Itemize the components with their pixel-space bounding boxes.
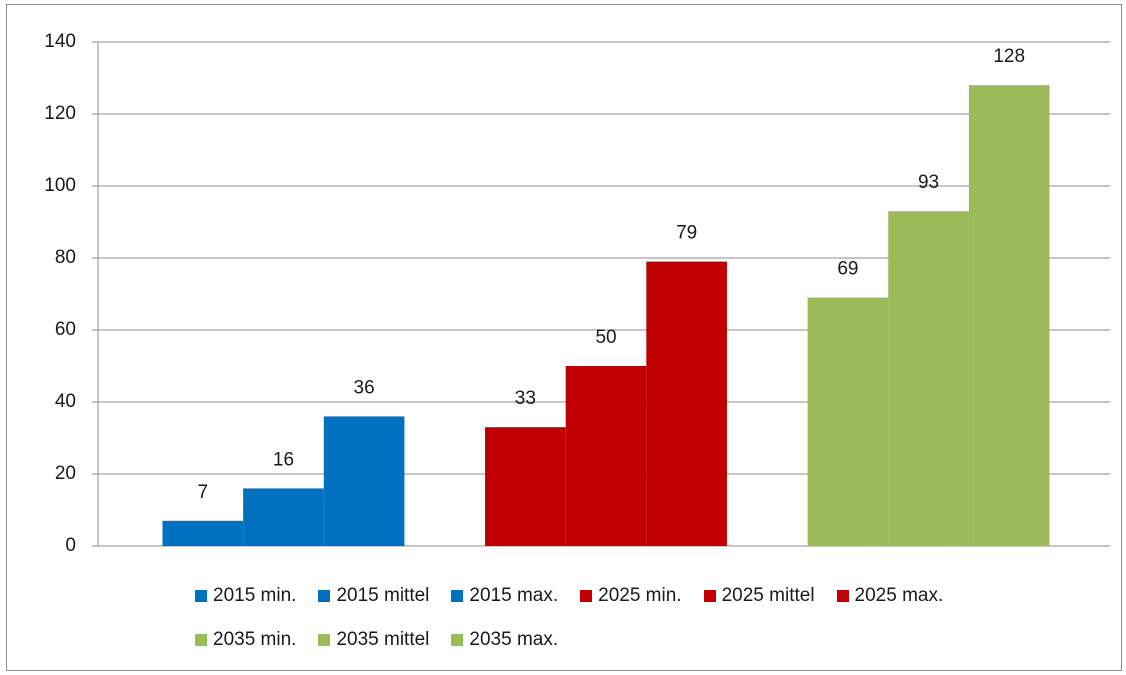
data-label: 50 bbox=[595, 327, 616, 348]
data-label: 33 bbox=[515, 388, 536, 409]
legend: 2015 min. 2015 mittel 2015 max. 2025 min. 20… bbox=[195, 585, 995, 651]
bar bbox=[888, 211, 969, 546]
legend-label: 2025 min. bbox=[598, 585, 682, 606]
y-tick-label: 120 bbox=[44, 103, 76, 124]
legend-label: 2035 min. bbox=[213, 629, 297, 650]
legend-item: 2025 min. bbox=[580, 585, 682, 607]
data-label: 36 bbox=[354, 377, 375, 398]
legend-label: 2035 max. bbox=[469, 629, 559, 650]
bar bbox=[162, 520, 244, 546]
data-label: 128 bbox=[993, 46, 1025, 67]
y-tick-label: 80 bbox=[55, 247, 76, 268]
data-label: 79 bbox=[676, 223, 697, 244]
legend-item: 2015 min. bbox=[195, 585, 296, 607]
y-tick-label: 20 bbox=[55, 463, 76, 484]
bar bbox=[968, 85, 1050, 546]
legend-swatch bbox=[703, 590, 716, 602]
legend-swatch bbox=[451, 634, 464, 646]
data-label: 93 bbox=[918, 172, 939, 193]
legend-item: 2035 max. bbox=[451, 629, 558, 651]
legend-swatch bbox=[318, 590, 331, 602]
bar bbox=[565, 366, 647, 546]
data-label: 69 bbox=[837, 259, 858, 280]
legend-label: 2025 mittel bbox=[721, 585, 815, 606]
chart-frame bbox=[6, 4, 1122, 671]
legend-swatch bbox=[195, 590, 207, 602]
data-label: 16 bbox=[273, 449, 294, 470]
legend-label: 2015 min. bbox=[213, 585, 297, 606]
legend-item: 2015 mittel bbox=[318, 585, 429, 607]
legend-item: 2015 max. bbox=[451, 585, 558, 607]
bar bbox=[243, 488, 324, 546]
legend-label: 2035 mittel bbox=[336, 629, 430, 650]
legend-swatch bbox=[836, 590, 849, 602]
bar bbox=[646, 261, 727, 546]
bar bbox=[485, 427, 566, 546]
legend-label: 2015 mittel bbox=[336, 585, 430, 606]
legend-label: 2015 max. bbox=[469, 585, 559, 606]
legend-item: 2025 max. bbox=[836, 585, 944, 607]
bar bbox=[323, 416, 405, 546]
y-tick-label: 0 bbox=[65, 535, 76, 556]
legend-item: 2035 min. bbox=[195, 629, 296, 651]
legend-item: 2025 mittel bbox=[703, 585, 815, 607]
y-tick-label: 60 bbox=[55, 319, 76, 340]
bar bbox=[807, 297, 889, 546]
y-tick-label: 100 bbox=[44, 175, 76, 196]
legend-swatch bbox=[318, 634, 331, 646]
data-label: 7 bbox=[198, 482, 209, 503]
legend-swatch bbox=[195, 634, 207, 646]
legend-item: 2035 mittel bbox=[318, 629, 429, 651]
legend-label: 2025 max. bbox=[854, 585, 944, 606]
y-tick-label: 40 bbox=[55, 391, 76, 412]
y-tick-label: 140 bbox=[44, 31, 76, 52]
legend-swatch bbox=[451, 590, 464, 602]
legend-swatch bbox=[580, 590, 593, 602]
